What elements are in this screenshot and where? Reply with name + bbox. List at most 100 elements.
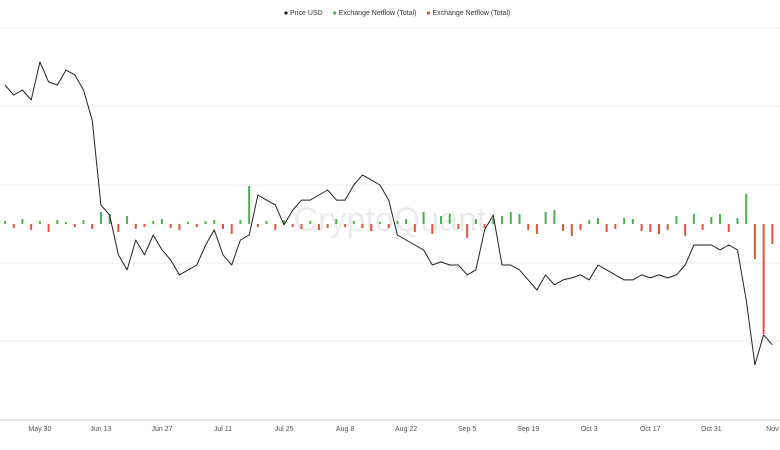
- netflow-bar: [596, 218, 599, 224]
- x-tick-label: Nov: [766, 426, 779, 433]
- netflow-bar: [753, 224, 756, 259]
- netflow-bar: [396, 221, 399, 224]
- netflow-bar: [178, 224, 181, 230]
- netflow-bar: [160, 219, 163, 224]
- netflow-bar: [631, 219, 634, 224]
- netflow-bar: [745, 194, 748, 224]
- netflow-bar: [736, 218, 739, 224]
- legend-label: Price USD: [290, 10, 323, 17]
- netflow-bar: [204, 221, 207, 224]
- netflow-bar: [483, 224, 486, 228]
- x-tick-label: Oct 31: [701, 426, 722, 433]
- netflow-bar: [640, 224, 643, 231]
- netflow-bar: [727, 224, 730, 232]
- netflow-bar: [361, 224, 364, 228]
- netflow-bar: [378, 222, 381, 224]
- netflow-bar: [169, 224, 172, 228]
- netflow-bar: [649, 224, 652, 232]
- netflow-bar: [501, 216, 504, 224]
- netflow-bar: [771, 224, 774, 244]
- netflow-bar: [30, 224, 33, 230]
- netflow-bar: [82, 220, 85, 224]
- netflow-bar: [126, 216, 129, 224]
- x-tick-label: May 30: [28, 426, 51, 433]
- netflow-bar: [21, 219, 24, 224]
- grid: [0, 27, 780, 421]
- netflow-bar: [370, 224, 373, 231]
- netflow-bar: [422, 212, 425, 224]
- x-tick-label: Jun 13: [90, 426, 111, 433]
- netflow-bar: [579, 224, 582, 230]
- netflow-bar: [65, 222, 68, 224]
- netflow-bar: [562, 224, 565, 231]
- netflow-bar: [309, 221, 312, 224]
- netflow-bar: [230, 224, 233, 234]
- x-tick-label: Jun 27: [151, 426, 172, 433]
- netflow-bar: [684, 224, 687, 236]
- netflow-bar: [73, 224, 76, 227]
- netflow-bar: [518, 214, 521, 224]
- netflow-bar: [544, 212, 547, 224]
- netflow-bar: [570, 224, 573, 236]
- netflow-bar: [440, 216, 442, 224]
- netflow-bar: [675, 216, 678, 224]
- netflow-bar: [605, 224, 608, 232]
- netflow-bar: [4, 221, 6, 224]
- netflow-bar: [509, 212, 512, 224]
- netflow-bar: [134, 224, 137, 229]
- netflow-bar: [658, 224, 660, 234]
- netflow-bar: [466, 224, 469, 238]
- netflow-bar: [710, 217, 713, 224]
- x-tick-label: Sep 19: [517, 426, 539, 433]
- netflow-bar: [248, 186, 251, 224]
- netflow-bar: [344, 224, 347, 227]
- legend-marker: [333, 11, 337, 15]
- netflow-bar: [283, 220, 286, 224]
- netflow-bar: [623, 218, 626, 224]
- netflow-bar: [143, 224, 146, 227]
- netflow-bar: [387, 224, 390, 228]
- netflow-bar: [291, 224, 294, 227]
- netflow-bar: [492, 218, 495, 224]
- netflow-bar: [300, 224, 303, 229]
- netflow-bar: [431, 224, 434, 234]
- netflow-bar: [535, 224, 538, 234]
- legend-marker: [284, 11, 288, 15]
- netflow-bar: [448, 214, 451, 224]
- legend-label: Exchange Netflow (Total): [339, 10, 417, 17]
- netflow-bar: [99, 212, 102, 224]
- netflow-bar: [666, 224, 669, 230]
- netflow-bar: [692, 214, 695, 224]
- netflow-bar: [256, 224, 259, 227]
- netflow-bar: [152, 221, 155, 224]
- netflow-bar: [588, 220, 591, 224]
- netflow-bar: [108, 214, 111, 224]
- x-tick-label: Oct 3: [581, 426, 598, 433]
- netflow-bar: [265, 221, 268, 224]
- netflow-bar: [317, 224, 320, 230]
- netflow-bar: [38, 221, 41, 224]
- x-tick-label: Oct 17: [640, 426, 661, 433]
- netflow-bar: [222, 224, 224, 229]
- netflow-bar: [195, 224, 198, 227]
- x-tick-label: Aug 8: [336, 426, 354, 433]
- legend-marker: [426, 11, 431, 15]
- netflow-bar: [239, 220, 242, 224]
- netflow-bar: [553, 210, 556, 224]
- netflow-bar: [274, 224, 277, 230]
- netflow-bar: [56, 220, 59, 224]
- netflow-bar: [527, 224, 530, 230]
- netflow-bar: [474, 219, 477, 224]
- netflow-bar: [187, 222, 190, 224]
- netflow-bar: [413, 224, 416, 232]
- netflow-bar: [701, 224, 704, 230]
- price-line: [4, 61, 773, 366]
- legend: Price USD Exchange Netflow (Total) Exchang…: [284, 10, 510, 17]
- netflow-bar: [335, 219, 338, 224]
- netflow-bar: [326, 224, 329, 228]
- netflow-bar: [614, 224, 617, 229]
- x-tick-label: Jul 11: [214, 426, 232, 433]
- x-tick-label: Jul 25: [275, 426, 294, 433]
- netflow-bar: [457, 224, 460, 229]
- netflow-bar: [117, 224, 120, 232]
